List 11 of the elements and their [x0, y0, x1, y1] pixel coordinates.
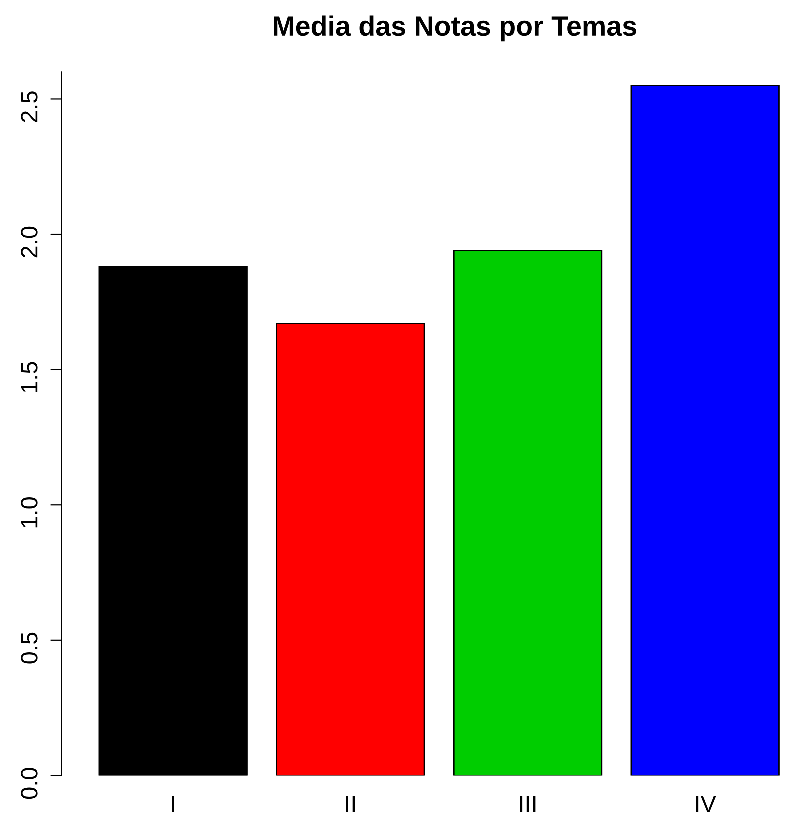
x-tick-label: IV	[696, 796, 716, 812]
y-tick-label: 0.0	[21, 768, 38, 800]
y-tick-label: 0.5	[21, 632, 38, 664]
x-tick-label: II	[346, 796, 356, 812]
y-tick-label: 2.5	[21, 92, 38, 122]
y-tick-label: 1.0	[21, 497, 38, 528]
x-tick-label: III	[520, 796, 536, 812]
y-tick-label: 2.0	[21, 226, 38, 258]
chart-title: Media das Notas por Temas	[274, 16, 636, 42]
y-tick-label: 1.5	[21, 362, 38, 392]
x-tick-label: I	[172, 796, 174, 812]
